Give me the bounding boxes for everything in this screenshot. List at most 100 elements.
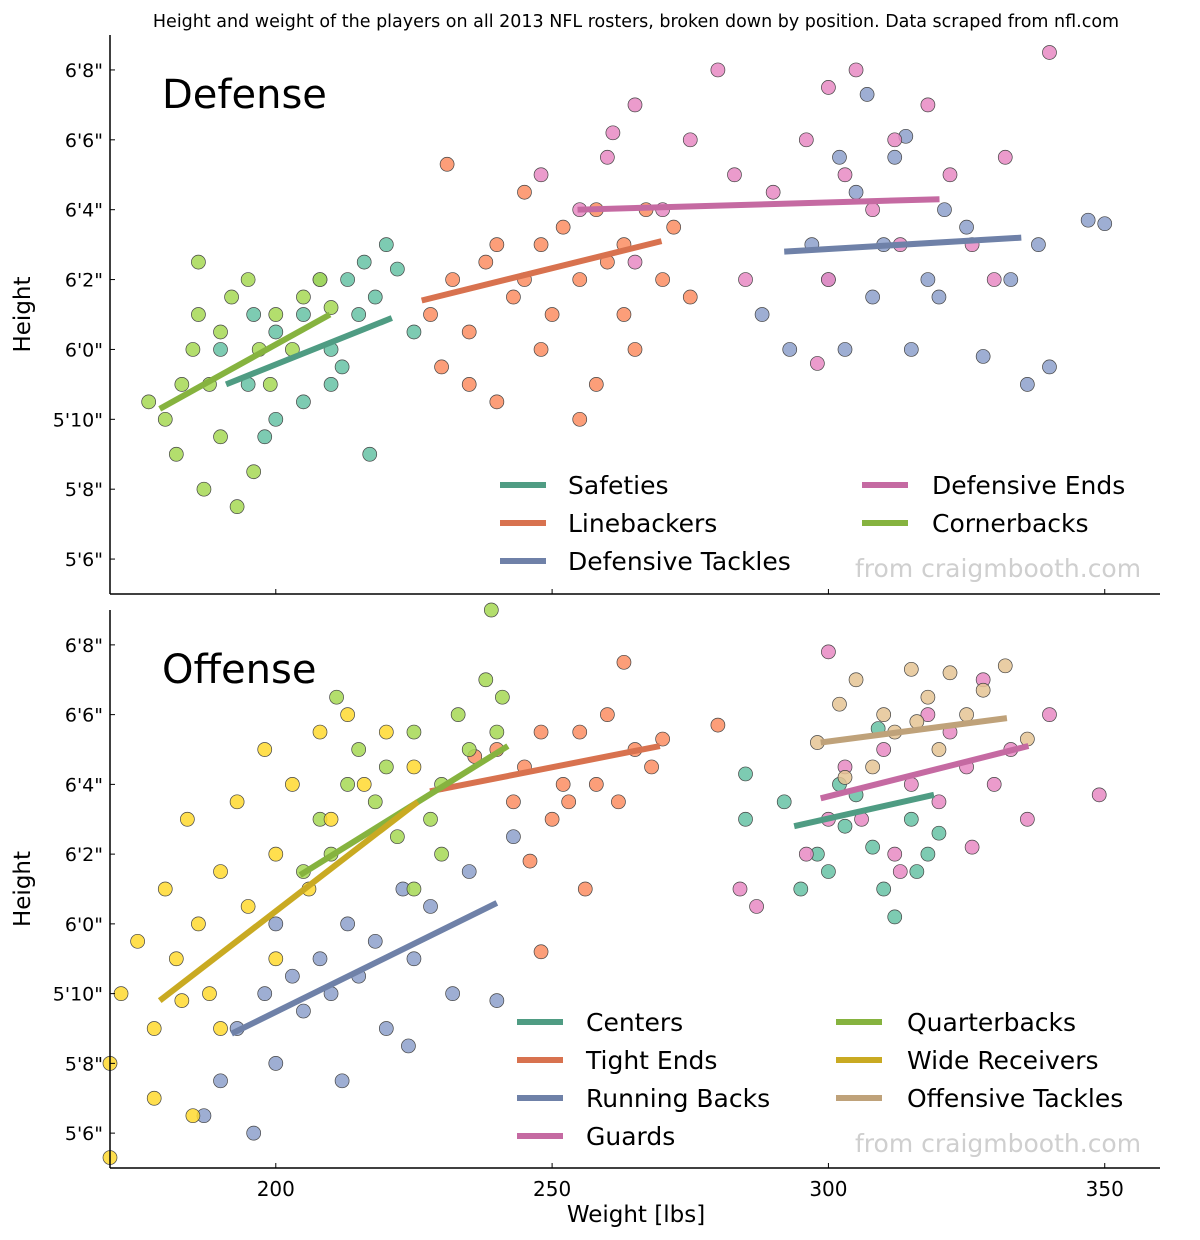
data-point — [461, 377, 477, 392]
legend-label: Wide Receivers — [907, 1046, 1099, 1075]
data-point — [340, 777, 355, 792]
legend-label: Centers — [586, 1008, 683, 1037]
data-point — [191, 307, 206, 322]
trend-line-defensive-tackles — [784, 234, 1022, 255]
legend-label: Safeties — [568, 471, 669, 500]
data-point — [262, 377, 278, 392]
data-point — [975, 682, 991, 698]
data-point — [616, 654, 632, 670]
data-point — [555, 219, 571, 235]
data-point — [710, 62, 726, 78]
y-tick-label: 6'4" — [65, 200, 103, 222]
data-point — [776, 794, 792, 810]
data-point — [572, 724, 588, 740]
series-wide-receivers — [102, 707, 422, 1165]
data-point — [213, 324, 228, 340]
y-tick-label: 6'4" — [65, 774, 103, 796]
data-point — [362, 446, 378, 462]
data-point — [506, 794, 521, 810]
data-point — [572, 272, 588, 287]
data-point — [588, 377, 604, 392]
data-point — [920, 272, 936, 287]
legend-item: Tight Ends — [517, 1046, 717, 1075]
data-point — [461, 864, 477, 879]
data-point — [334, 359, 350, 375]
data-point — [367, 794, 383, 810]
data-point — [406, 951, 422, 967]
data-point — [876, 707, 892, 722]
series-linebackers — [423, 156, 698, 427]
data-point — [146, 1090, 162, 1106]
data-point — [517, 184, 532, 200]
data-point — [931, 825, 947, 841]
data-point — [439, 156, 455, 172]
data-point — [931, 794, 947, 810]
data-point — [213, 429, 228, 445]
data-point — [1080, 212, 1096, 228]
data-point — [174, 377, 190, 392]
data-point — [489, 237, 505, 252]
data-point — [378, 237, 394, 252]
series-cornerbacks — [141, 254, 339, 515]
data-point — [865, 202, 880, 218]
data-point — [588, 777, 604, 792]
legend-item: Cornerbacks — [862, 509, 1089, 538]
data-point — [423, 307, 438, 322]
data-point — [257, 742, 273, 757]
data-point — [191, 916, 206, 932]
data-point — [312, 272, 328, 287]
data-point — [185, 342, 201, 357]
legend-label: Guards — [586, 1122, 675, 1151]
data-point — [423, 899, 438, 914]
data-point — [401, 1038, 416, 1054]
series-quarterbacks — [296, 602, 510, 897]
data-point — [909, 864, 925, 879]
legend-item: Quarterbacks — [836, 1008, 1076, 1037]
data-point — [997, 658, 1013, 674]
data-point — [450, 707, 466, 722]
y-tick-label: 6'8" — [65, 60, 103, 82]
series-centers — [738, 721, 947, 925]
data-point — [378, 759, 394, 775]
y-tick-label: 6'6" — [65, 130, 103, 152]
y-tick-label: 5'6" — [65, 549, 103, 571]
data-point — [611, 794, 626, 810]
data-point — [544, 307, 560, 322]
data-point — [920, 846, 936, 862]
data-point — [865, 289, 880, 305]
data-point — [959, 219, 974, 235]
y-tick-label: 6'0" — [65, 339, 103, 361]
data-point — [832, 696, 847, 712]
data-point — [246, 1125, 262, 1141]
data-point — [390, 261, 405, 277]
y-tick-label: 6'0" — [65, 914, 103, 936]
data-point — [495, 689, 510, 705]
data-point — [157, 411, 173, 427]
data-point — [168, 446, 184, 462]
data-point — [378, 724, 394, 740]
data-point — [224, 289, 239, 305]
data-point — [213, 1021, 228, 1036]
data-point — [754, 307, 770, 322]
data-point — [655, 272, 670, 287]
data-point — [837, 818, 853, 834]
data-point — [931, 742, 947, 757]
data-point — [461, 742, 477, 757]
data-point — [544, 811, 560, 827]
panel-offense: 5'6" 5'8" 5'10" 6'0" 6'2" 6'4" 6'6" 6'8" 200 250 3… — [10, 602, 1160, 1228]
data-point — [213, 864, 228, 879]
data-point — [296, 394, 311, 410]
y-tick-label: 5'10" — [53, 409, 103, 431]
data-point — [738, 811, 753, 827]
series-tight-ends — [467, 654, 726, 960]
data-point — [848, 62, 864, 78]
data-point — [423, 811, 438, 827]
data-point — [296, 1003, 311, 1019]
data-point — [942, 665, 958, 681]
series-guards — [732, 644, 1107, 914]
data-point — [821, 80, 836, 95]
panel-defense: 5'6" 5'8" 5'10" 6'0" 6'2" 6'4" 6'6" 6'8" Defense… — [10, 35, 1160, 595]
data-point — [351, 742, 367, 757]
legend-label: Linebackers — [568, 509, 717, 538]
